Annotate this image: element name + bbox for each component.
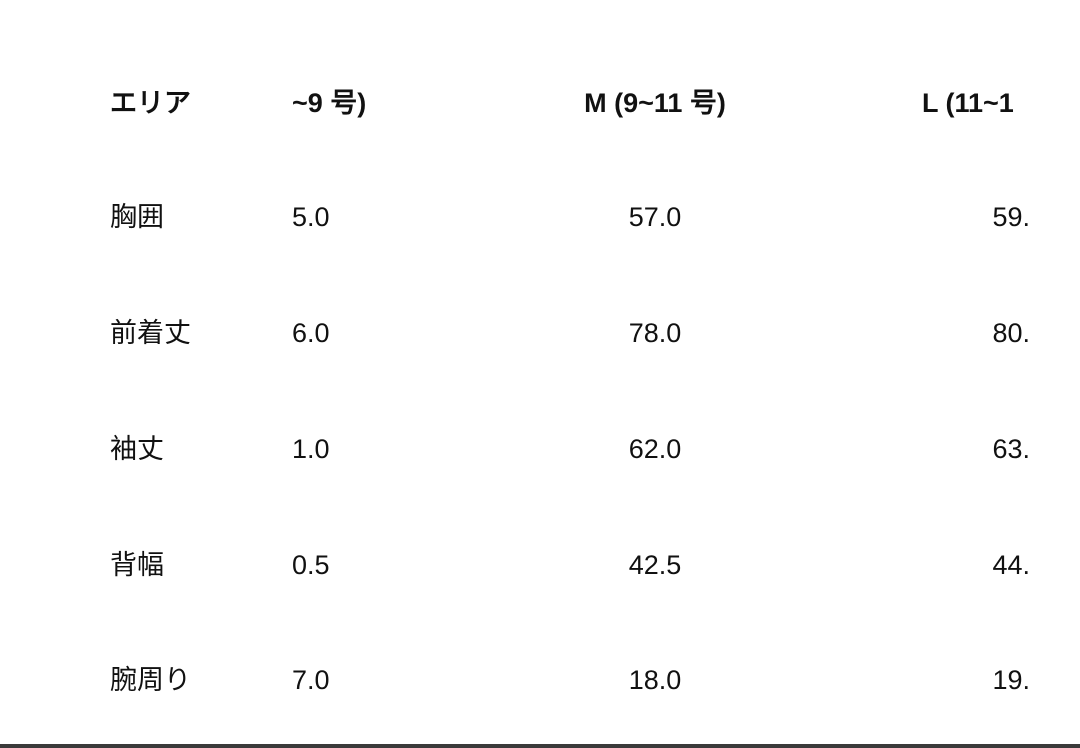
row-label: 袖丈 [110,434,164,464]
header-size-l: L (11~1 [922,88,1014,118]
cell-l: 63. [992,434,1030,464]
cell-s: 1.0 [292,434,330,464]
table-row: 胸囲 5.0 57.0 59. [0,197,1080,237]
row-label: 腕周り [110,665,191,695]
table-row: 腕周り 7.0 18.0 19. [0,660,1080,700]
table-row: 前着丈 6.0 78.0 80. [0,313,1080,353]
cell-s: 7.0 [292,665,330,695]
cell-l: 80. [992,318,1030,348]
cell-m: 42.5 [628,550,682,580]
header-size-m: M (9~11 号) [584,88,726,118]
cell-s: 0.5 [292,550,330,580]
cell-l: 59. [992,202,1030,232]
cell-m: 57.0 [628,202,682,232]
cell-m: 78.0 [628,318,682,348]
cell-l: 19. [992,665,1030,695]
table-row: 背幅 0.5 42.5 44. [0,545,1080,585]
cell-m: 62.0 [628,434,682,464]
cell-m: 18.0 [628,665,682,695]
header-area: エリア [110,88,191,118]
row-label: 前着丈 [110,318,191,348]
cell-l: 44. [992,550,1030,580]
header-size-s: ~9 号) [292,88,367,118]
cell-s: 5.0 [292,202,330,232]
table-row: 袖丈 1.0 62.0 63. [0,429,1080,469]
row-label: 背幅 [110,550,164,580]
bottom-divider [0,744,1080,748]
cell-s: 6.0 [292,318,330,348]
row-label: 胸囲 [110,202,164,232]
table-header: エリア ~9 号) M (9~11 号) L (11~1 [0,83,1080,123]
